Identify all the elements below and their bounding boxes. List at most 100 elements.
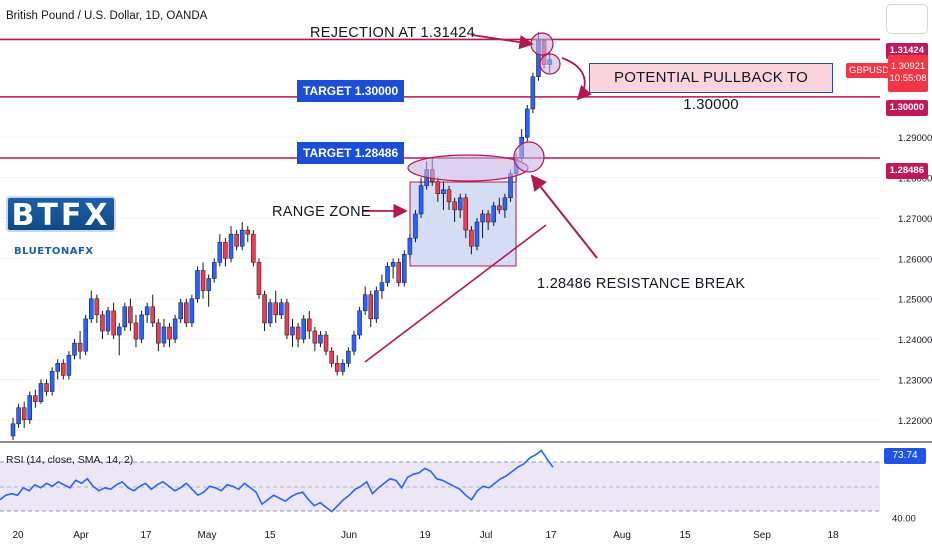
candle-body <box>480 213 485 223</box>
rsi-line <box>0 449 554 513</box>
symbol-title[interactable]: British Pound / U.S. Dollar, 1D, OANDA <box>6 10 208 22</box>
candle-body <box>49 371 55 392</box>
rsi-y-tick-label: 40.00 <box>892 514 916 525</box>
current-price-tag: 1.30921 10:55:08 <box>888 55 928 92</box>
candle-body <box>44 383 49 392</box>
candle-body <box>111 310 116 336</box>
candle-body <box>167 326 172 340</box>
y-tick-label: 1.26000 <box>898 254 932 265</box>
x-axis-ticks: 20 Apr 17 May 15 Jun 19 Jul 17 Aug 15 Sep 18 <box>12 530 839 541</box>
candle-body <box>312 330 318 344</box>
candle-body <box>223 241 228 259</box>
candle-body <box>530 76 536 110</box>
candle-body <box>301 318 306 340</box>
candle-body <box>385 266 390 283</box>
resistance-break-label: 1.28486 RESISTANCE BREAK <box>537 276 746 292</box>
candle-body <box>61 363 66 376</box>
candle-body <box>279 302 284 316</box>
candle-body <box>362 294 368 312</box>
bluetonafx-logo: BTFX BLUETONAFX <box>6 196 116 268</box>
rsi-band <box>0 462 880 511</box>
chart-settings-button[interactable] <box>886 4 928 34</box>
candle-body <box>256 262 262 295</box>
candle-body <box>156 322 161 344</box>
candle-body <box>346 350 351 364</box>
x-tick-label: Apr <box>73 530 89 541</box>
candle-body <box>469 229 474 247</box>
candle-body <box>150 306 155 324</box>
candle-body <box>16 407 21 425</box>
candle-body <box>94 298 100 316</box>
candle-body <box>267 302 273 324</box>
candle-body <box>307 318 312 332</box>
candle-body <box>295 326 301 340</box>
level-tag-2: 1.30000 <box>885 100 928 116</box>
rsi-y-axis-ticks: 40.00 <box>892 514 916 525</box>
y-tick-label: 1.25000 <box>898 295 932 306</box>
candle-body <box>234 233 239 247</box>
x-tick-label: 20 <box>12 530 24 541</box>
candle-body <box>217 241 223 263</box>
x-tick-label: Sep <box>753 530 771 541</box>
candle-body <box>457 197 463 211</box>
candle-body <box>245 229 251 235</box>
candle-body <box>66 354 72 376</box>
candle-body <box>368 294 374 320</box>
pullback-arrow <box>561 57 592 101</box>
candle-body <box>402 254 407 283</box>
candle-body <box>357 310 362 336</box>
pullback-label: POTENTIAL PULLBACK TO 1.30000 <box>589 63 833 113</box>
logo-main-text: BTFX <box>6 196 116 233</box>
candle-body <box>273 302 278 316</box>
candle-body <box>133 322 139 340</box>
y-tick-label: 1.23000 <box>898 375 932 386</box>
candle-body <box>441 189 446 195</box>
candle-body <box>122 306 128 328</box>
candle-body <box>10 423 16 437</box>
x-tick-label: May <box>198 530 217 541</box>
target2-badge: TARGET 1.28486 <box>297 142 405 164</box>
current-symbol-tag: GBPUSD <box>846 63 893 78</box>
candle-body <box>21 407 27 421</box>
candle-body <box>413 213 418 239</box>
y-axis-ticks: 1.22000 1.23000 1.24000 1.25000 1.26000 1.270… <box>898 133 932 427</box>
candle-body <box>497 205 502 211</box>
range-top-ellipse <box>407 154 529 182</box>
candle-body <box>323 334 329 352</box>
candle-body <box>27 395 33 421</box>
candle-body <box>195 270 200 299</box>
candle-body <box>77 342 83 352</box>
rsi-title[interactable]: RSI (14, close, SMA, 14, 2) <box>6 454 134 466</box>
candle-body <box>396 262 401 283</box>
candle-body <box>379 282 385 291</box>
bar-countdown: 10:55:08 <box>889 73 927 84</box>
rejection-arrow <box>471 34 534 50</box>
y-tick-label: 1.22000 <box>898 416 932 427</box>
candle-body <box>290 326 295 336</box>
breakout-arrow <box>530 174 598 259</box>
rejection-label: REJECTION AT 1.31424 <box>310 25 476 41</box>
candle-body <box>55 363 60 372</box>
candle-body <box>89 298 94 320</box>
x-tick-label: Jun <box>341 530 357 541</box>
x-tick-label: 18 <box>827 530 839 541</box>
x-tick-label: 15 <box>264 530 276 541</box>
candle-body <box>178 302 183 320</box>
candle-body <box>407 237 413 255</box>
x-tick-label: Jul <box>480 530 493 541</box>
candle-body <box>334 363 340 372</box>
range-zone-box <box>409 181 517 267</box>
candle-body <box>189 298 195 324</box>
candle-body <box>318 334 323 344</box>
x-tick-label: 15 <box>679 530 691 541</box>
candle-body <box>33 395 38 402</box>
candle-body <box>239 229 245 247</box>
x-tick-label: Aug <box>613 530 631 541</box>
candle-body <box>72 342 77 356</box>
candle-body <box>435 181 441 195</box>
candle-body <box>351 334 357 352</box>
level-tag-3: 1.28486 <box>885 163 928 179</box>
y-tick-label: 1.27000 <box>898 214 932 225</box>
candle-body <box>128 306 133 324</box>
logo-sub-text: BLUETONAFX <box>14 246 94 257</box>
